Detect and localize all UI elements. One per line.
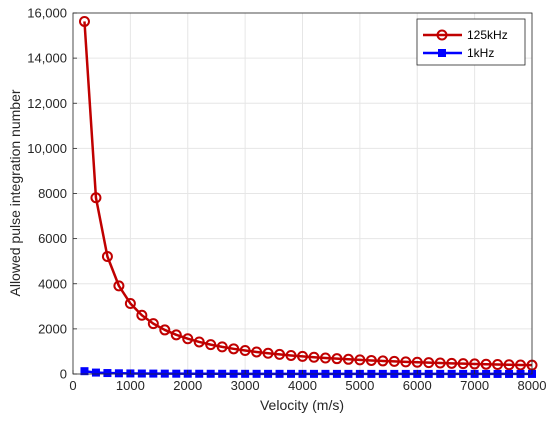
data-point-125khz [469, 358, 481, 370]
data-point-125khz [480, 358, 492, 370]
legend-marker-125khz [436, 29, 448, 41]
data-point-125khz [342, 353, 354, 365]
legend-label-1khz: 1kHz [467, 46, 494, 60]
ticks: 0 1000 2000 3000 4000 5000 6000 7000 8000 0 2000 40… [27, 6, 546, 394]
data-point-125khz [400, 356, 412, 368]
data-point-1khz [149, 369, 158, 378]
x-tick-label: 2000 [173, 378, 202, 393]
x-tick-label: 0 [69, 378, 76, 393]
series-line-125khz [83, 21, 533, 367]
data-point-125khz [457, 358, 469, 370]
data-point-1khz [91, 368, 100, 377]
data-point-125khz [216, 341, 228, 353]
data-point-125khz [388, 355, 400, 367]
x-tick-label: 5000 [345, 378, 374, 393]
data-point-125khz [503, 359, 515, 371]
data-point-125khz [113, 280, 125, 292]
legend-label-125khz: 125kHz [467, 28, 508, 42]
y-tick-label: 8000 [38, 186, 67, 201]
data-point-125khz [423, 357, 435, 369]
data-point-125khz [193, 336, 205, 348]
y-tick-label: 0 [60, 367, 67, 382]
data-point-125khz [147, 318, 159, 330]
x-axis-label: Velocity (m/s) [260, 397, 344, 413]
data-point-125khz [434, 357, 446, 369]
data-point-125khz [274, 348, 286, 360]
data-point-125khz [492, 358, 504, 370]
data-point-125khz [251, 346, 263, 358]
data-point-125khz [377, 355, 389, 367]
legend-marker-1khz [438, 49, 446, 57]
data-point-125khz [101, 250, 113, 262]
data-point-125khz [205, 339, 217, 351]
x-tick-label: 4000 [288, 378, 317, 393]
data-point-125khz [262, 347, 274, 359]
data-point-125khz [182, 333, 194, 345]
data-point-125khz [228, 343, 240, 355]
y-tick-label: 12,000 [27, 96, 67, 111]
data-point-125khz [446, 357, 458, 369]
data-point-125khz [411, 356, 423, 368]
data-point-125khz [297, 350, 308, 362]
data-point-125khz [159, 324, 171, 336]
y-tick-label: 10,000 [27, 141, 67, 156]
data-point-125khz [308, 351, 320, 363]
data-point-125khz [170, 329, 182, 341]
y-tick-label: 6000 [38, 231, 67, 246]
data-point-125khz [319, 352, 331, 364]
data-point-125khz [239, 344, 251, 356]
y-tick-label: 14,000 [27, 51, 67, 66]
data-point-125khz [515, 359, 527, 371]
x-tick-label: 8000 [518, 378, 547, 393]
y-tick-label: 2000 [38, 321, 67, 336]
legend-box [416, 18, 526, 66]
y-tick-label: 4000 [38, 276, 67, 291]
data-point-125khz [331, 353, 343, 365]
y-tick-label: 16,000 [27, 6, 67, 21]
data-point-125khz [90, 192, 102, 204]
legend: 125kHz 1kHz [416, 18, 526, 66]
x-tick-label: 7000 [460, 378, 489, 393]
x-tick-label: 1000 [116, 378, 145, 393]
data-point-1khz [114, 369, 123, 378]
data-point-1khz [103, 369, 112, 378]
data-point-125khz [124, 297, 136, 309]
data-point-125khz [78, 15, 90, 27]
data-point-125khz [354, 354, 366, 366]
data-point-125khz [365, 354, 377, 366]
data-point-125khz [136, 309, 148, 321]
x-tick-label: 3000 [231, 378, 260, 393]
data-point-1khz [80, 367, 89, 376]
x-tick-label: 6000 [403, 378, 432, 393]
data-point-1khz [137, 369, 146, 378]
y-axis-label: Allowed pulse integration number [7, 89, 23, 296]
data-point-125khz [285, 349, 297, 361]
